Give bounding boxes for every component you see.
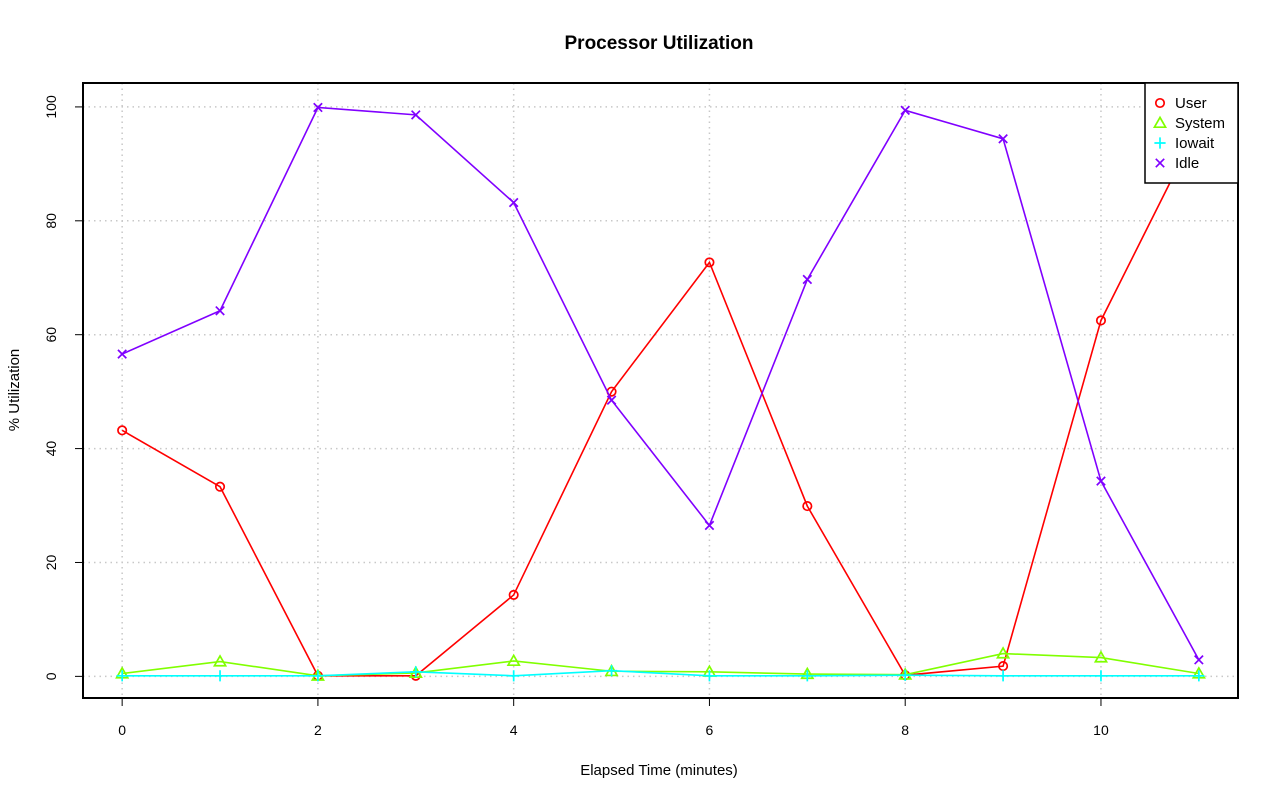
- series-line-iowait: [122, 669, 1199, 677]
- legend-label-system: System: [1175, 115, 1225, 132]
- legend-label-user: User: [1175, 95, 1207, 112]
- legend-label-idle: Idle: [1175, 155, 1199, 172]
- idle-data-point: [1194, 655, 1204, 665]
- idle-data-point: [313, 102, 323, 113]
- x-tick-label: 8: [901, 722, 909, 738]
- iowait-data-point: [1193, 670, 1205, 682]
- iowait-data-point: [997, 670, 1009, 682]
- plot-frame: [82, 82, 1239, 699]
- legend-label-iowait: Iowait: [1175, 135, 1215, 152]
- idle-data-point: [410, 110, 421, 120]
- user-data-point: [704, 257, 715, 268]
- series-layer: [115, 102, 1206, 682]
- legend: User System Iowait Idle: [1144, 82, 1239, 184]
- legend-marker-iowait: [1154, 137, 1166, 149]
- user-data-point: [1095, 315, 1107, 326]
- idle-data-point: [606, 395, 617, 405]
- grid-lines: [83, 83, 1238, 698]
- iowait-data-point: [703, 670, 716, 682]
- idle-data-point: [802, 274, 813, 285]
- x-tick-label: 2: [314, 722, 322, 738]
- system-data-point: [506, 653, 521, 667]
- idle-data-point: [900, 105, 911, 116]
- system-data-point: [1093, 650, 1109, 663]
- idle-data-point: [215, 305, 225, 316]
- series-idle: [117, 102, 1204, 665]
- iowait-data-point: [605, 665, 618, 677]
- iowait-data-point: [116, 670, 128, 682]
- x-tick-label: 6: [706, 722, 714, 738]
- y-tick-label: 0: [43, 672, 59, 680]
- idle-data-point: [508, 197, 519, 208]
- iowait-data-point: [1095, 670, 1107, 682]
- legend-marker-idle: [1155, 158, 1165, 168]
- x-tick-label: 4: [510, 722, 518, 738]
- series-line-user: [121, 124, 1200, 677]
- series-line-system: [122, 652, 1199, 677]
- idle-data-point: [1096, 476, 1106, 486]
- iowait-data-point: [312, 670, 324, 682]
- y-tick-label: 80: [43, 213, 59, 229]
- series-iowait: [116, 665, 1205, 682]
- system-data-point: [996, 646, 1011, 659]
- iowait-data-point: [508, 670, 520, 682]
- iowait-data-point: [410, 666, 422, 678]
- y-tick-label: 20: [43, 554, 59, 570]
- series-line-idle: [121, 106, 1200, 661]
- user-data-point: [802, 501, 813, 512]
- chart-title: Processor Utilization: [565, 33, 754, 54]
- x-tick-label: 10: [1093, 722, 1109, 738]
- iowait-data-point: [899, 669, 911, 681]
- idle-data-point: [117, 349, 127, 359]
- iowait-data-point: [214, 670, 226, 682]
- y-axis-title: % Utilization: [6, 349, 23, 432]
- y-tick-label: 100: [43, 95, 59, 119]
- legend-marker-system: [1152, 115, 1168, 129]
- user-data-point: [508, 589, 519, 600]
- x-tick-label: 0: [118, 722, 126, 738]
- iowait-data-point: [801, 670, 813, 682]
- x-axis-title: Elapsed Time (minutes): [580, 762, 738, 779]
- idle-data-point: [998, 134, 1008, 144]
- legend-marker-user: [1154, 97, 1166, 109]
- user-data-point: [117, 425, 128, 436]
- idle-data-point: [704, 520, 715, 531]
- series-user: [117, 120, 1204, 681]
- y-tick-label: 60: [43, 327, 59, 343]
- system-data-point: [212, 654, 228, 667]
- user-data-point: [214, 481, 226, 492]
- y-tick-label: 40: [43, 441, 59, 457]
